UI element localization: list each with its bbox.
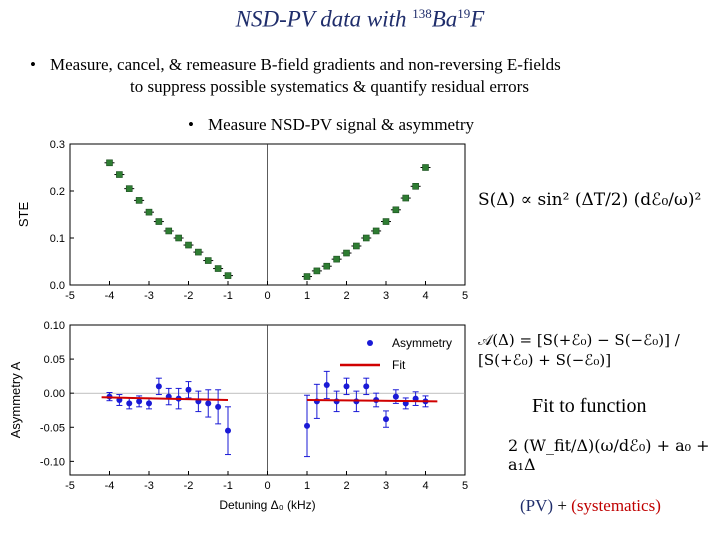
fit-line bbox=[306, 399, 438, 403]
x-tick-label: -1 bbox=[223, 290, 233, 302]
data-point bbox=[372, 227, 380, 235]
term-plus: + bbox=[557, 496, 567, 515]
x-tick-label: 3 bbox=[383, 290, 389, 302]
data-point bbox=[362, 234, 370, 242]
data-point bbox=[402, 194, 410, 202]
data-point bbox=[422, 164, 429, 171]
y-tick-label: -0.05 bbox=[40, 422, 65, 434]
y-axis-label: Asymmetry A bbox=[8, 361, 23, 438]
data-point bbox=[165, 227, 173, 235]
data-point bbox=[146, 400, 152, 407]
data-point bbox=[185, 241, 192, 249]
data-point bbox=[116, 171, 123, 178]
slide-title: NSD-PV data with 138Ba19F bbox=[235, 6, 485, 32]
bullet-dot: • bbox=[188, 115, 194, 134]
data-point bbox=[333, 255, 340, 263]
data-point bbox=[145, 208, 153, 216]
charts-panel: -5 -4 -3 -2 -1 0 1 2 3 4 5 0.0 0.1 0.2 0.3 STE -5 -4 -3 -2 -… bbox=[8, 139, 468, 512]
x-tick-label: -2 bbox=[184, 480, 194, 492]
x-tick-label: -3 bbox=[144, 290, 154, 302]
x-tick-label: 4 bbox=[422, 290, 428, 302]
data-point bbox=[333, 398, 340, 405]
bullet-text-line1: Measure, cancel, & remeasure B-field gra… bbox=[50, 55, 561, 74]
bullet-measure: • Measure NSD-PV signal & asymmetry bbox=[188, 114, 474, 136]
bullet-text: Measure NSD-PV signal & asymmetry bbox=[208, 115, 474, 134]
data-point bbox=[225, 427, 231, 434]
x-tick-label: 0 bbox=[264, 290, 270, 302]
x-tick-label: 0 bbox=[264, 480, 270, 492]
x-tick-label: -3 bbox=[144, 480, 154, 492]
bullet-text-line2: to suppress possible systematics & quant… bbox=[130, 77, 529, 96]
formula-asymmetry: 𝒜(Δ) = [S(+ℰ₀) − S(−ℰ₀)] / [S(+ℰ₀) + S(−… bbox=[478, 331, 680, 369]
formula-fit: 2 (W_fit/Δ)(ω/dℰ₀) + a₀ + a₁Δ bbox=[508, 436, 710, 474]
data-point bbox=[155, 218, 163, 225]
y-tick-label: 0.0 bbox=[50, 280, 65, 292]
data-point bbox=[126, 400, 133, 407]
term-pv: (PV) bbox=[520, 496, 554, 515]
x-tick-label: -4 bbox=[105, 290, 115, 302]
x-tick-label: 1 bbox=[304, 480, 310, 492]
data-point bbox=[343, 383, 350, 390]
data-point bbox=[353, 242, 360, 250]
data-point bbox=[323, 262, 331, 270]
data-point bbox=[175, 234, 182, 242]
x-tick-label: 5 bbox=[462, 290, 468, 302]
x-tick-label: 5 bbox=[462, 480, 468, 492]
data-point bbox=[204, 257, 212, 264]
legend-swatch bbox=[367, 340, 373, 346]
footer-terms: (PV) + (systematics) bbox=[520, 496, 661, 516]
data-point bbox=[224, 272, 232, 279]
data-point bbox=[155, 383, 162, 390]
data-point bbox=[323, 382, 330, 388]
data-point bbox=[195, 248, 202, 256]
y-tick-label: 0.1 bbox=[50, 233, 65, 245]
x-tick-label: 4 bbox=[422, 480, 428, 492]
data-point bbox=[382, 218, 390, 225]
x-tick-label: -2 bbox=[184, 290, 194, 302]
x-tick-label: 2 bbox=[343, 480, 349, 492]
fit-line bbox=[101, 396, 229, 401]
data-point bbox=[392, 393, 399, 400]
data-point bbox=[215, 403, 222, 410]
data-point bbox=[412, 182, 419, 190]
x-tick-label: 3 bbox=[383, 480, 389, 492]
x-tick-label: -4 bbox=[105, 480, 115, 492]
data-point bbox=[363, 383, 370, 390]
data-point bbox=[185, 386, 192, 393]
y-tick-label: 0.10 bbox=[44, 320, 65, 332]
data-point bbox=[313, 267, 321, 275]
data-point bbox=[136, 398, 143, 405]
x-axis-label: Detuning Δ₀ (kHz) bbox=[219, 498, 315, 512]
formula-signal: S(Δ) ∝ sin² (ΔT/2) (dℰ₀/ω)² bbox=[478, 190, 702, 210]
x-tick-label: -5 bbox=[65, 480, 75, 492]
legend-label: Asymmetry bbox=[392, 336, 452, 350]
x-tick-label: -1 bbox=[223, 480, 233, 492]
data-point bbox=[205, 400, 212, 407]
bullet-systematics: • Measure, cancel, & remeasure B-field gr… bbox=[30, 54, 710, 98]
bullet-dot: • bbox=[30, 55, 36, 74]
data-point bbox=[304, 422, 310, 429]
data-point bbox=[392, 206, 400, 214]
x-tick-label: -5 bbox=[65, 290, 75, 302]
y-axis-label: STE bbox=[16, 202, 31, 228]
data-point bbox=[106, 159, 113, 167]
y-tick-label: 0.00 bbox=[44, 388, 65, 400]
x-tick-label: 1 bbox=[304, 290, 310, 302]
data-point bbox=[343, 249, 350, 257]
data-point bbox=[135, 197, 143, 204]
x-tick-label: 2 bbox=[343, 290, 349, 302]
fit-label: Fit to function bbox=[532, 395, 647, 417]
y-tick-label: 0.05 bbox=[44, 354, 65, 366]
y-tick-label: 0.2 bbox=[50, 186, 65, 198]
data-point bbox=[214, 265, 222, 272]
data-point bbox=[303, 273, 311, 280]
y-tick-label: -0.10 bbox=[40, 456, 65, 468]
data-point bbox=[125, 185, 133, 192]
term-systematics: (systematics) bbox=[571, 496, 661, 515]
legend-label: Fit bbox=[392, 358, 406, 372]
y-tick-label: 0.3 bbox=[50, 139, 65, 151]
data-point bbox=[383, 416, 389, 423]
